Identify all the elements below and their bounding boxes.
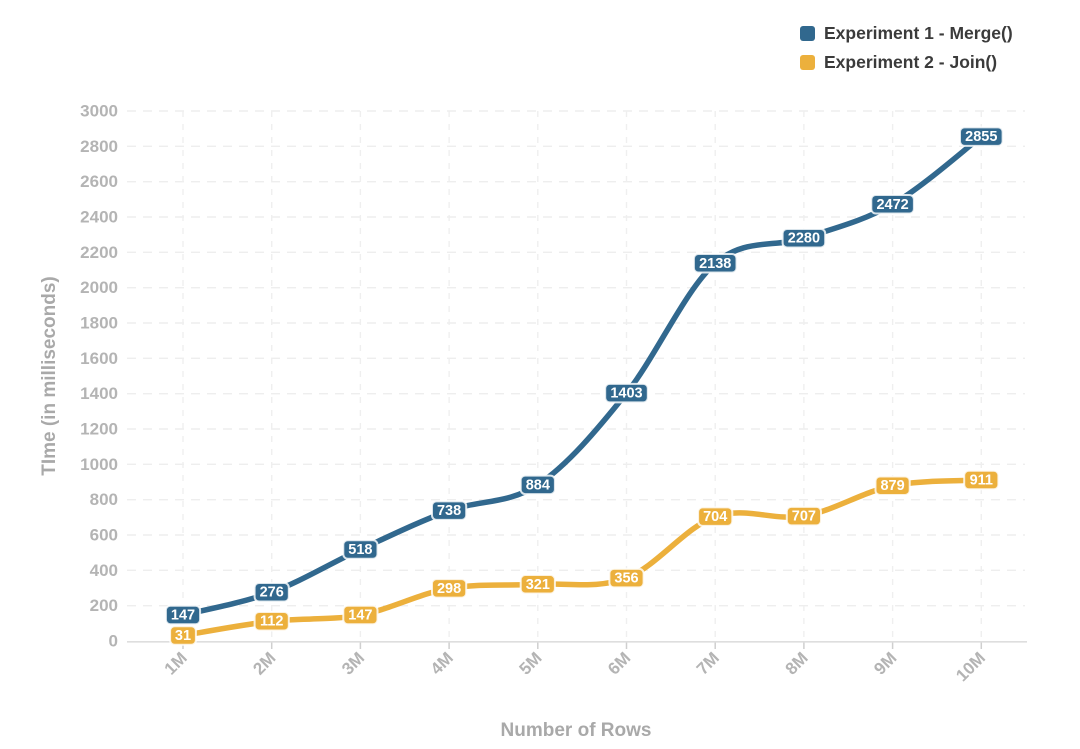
data-label: 2138 [699, 256, 731, 272]
data-label-box [785, 505, 822, 527]
y-tick-label: 400 [90, 561, 118, 580]
x-tick-label: 6M [604, 648, 634, 678]
data-label-box [431, 500, 468, 521]
data-label-box [342, 539, 379, 560]
data-label-box [870, 194, 915, 215]
y-axis-title: TIme (in milliseconds) [39, 276, 60, 476]
data-label-box [519, 474, 556, 496]
data-label: 704 [703, 509, 727, 525]
y-tick-label: 1600 [80, 349, 118, 368]
data-label-box [697, 506, 734, 527]
data-label-box [519, 574, 556, 595]
x-tick-label: 4M [427, 648, 457, 678]
data-label-box [431, 578, 468, 599]
y-tick-label: 1000 [80, 455, 118, 474]
x-tick-label: 9M [870, 648, 900, 678]
x-tick-label: 1M [161, 648, 191, 678]
y-tick-label: 3000 [80, 102, 118, 121]
y-tick-label: 2600 [80, 172, 118, 191]
legend-swatch-merge [800, 26, 815, 41]
data-label: 356 [614, 571, 638, 587]
data-label-box [692, 253, 738, 274]
data-label: 2280 [788, 231, 820, 247]
data-label-box [959, 126, 1004, 147]
data-label: 879 [880, 478, 904, 494]
data-label-box [253, 581, 290, 603]
legend-label-merge: Experiment 1 - Merge() [824, 23, 1013, 43]
data-label: 911 [970, 473, 993, 489]
legend: Experiment 1 - Merge() Experiment 2 - Jo… [800, 23, 1013, 73]
y-tick-label: 1200 [80, 420, 118, 439]
legend-item-experiment-1: Experiment 1 - Merge() [800, 23, 1013, 44]
data-label-box [963, 469, 1000, 491]
y-tick-label: 2200 [80, 243, 118, 262]
y-tick-label: 200 [90, 596, 118, 615]
data-label: 518 [348, 542, 372, 558]
data-label: 738 [437, 503, 461, 519]
data-label: 707 [792, 509, 816, 525]
data-label-box [608, 567, 645, 589]
data-label: 1403 [610, 386, 642, 402]
legend-swatch-join [800, 55, 815, 70]
y-tick-label: 1400 [80, 384, 118, 403]
data-label: 2472 [876, 197, 908, 213]
data-label: 2855 [965, 129, 997, 145]
x-tick-label: 2M [249, 648, 279, 678]
data-label-box [164, 604, 202, 626]
series-line [180, 477, 985, 639]
data-label: 147 [348, 608, 372, 624]
data-label-box [604, 382, 649, 404]
y-tick-label: 2000 [80, 278, 118, 297]
data-label: 147 [171, 608, 195, 624]
x-axis-title: Number of Rows [500, 720, 652, 741]
y-tick-label: 800 [90, 490, 118, 509]
y-tick-label: 2400 [80, 208, 118, 227]
data-label: 31 [175, 628, 191, 644]
data-label: 884 [526, 477, 550, 493]
x-tick-label: 3M [338, 648, 368, 678]
y-tick-label: 0 [109, 632, 118, 651]
data-label-box [874, 475, 911, 496]
data-label-box [342, 604, 379, 626]
data-label: 276 [260, 585, 284, 601]
data-label-box [253, 610, 290, 632]
legend-label-join: Experiment 2 - Join() [824, 52, 998, 72]
x-tick-label: 7M [693, 648, 723, 678]
y-tick-label: 1800 [80, 314, 118, 333]
y-tick-label: 2800 [80, 137, 118, 156]
legend-item-experiment-2: Experiment 2 - Join() [800, 52, 1013, 73]
data-label-box [781, 227, 827, 249]
y-tick-label: 600 [90, 526, 118, 545]
data-label: 112 [260, 614, 283, 630]
x-tick-label: 10M [952, 648, 989, 685]
series-line [180, 133, 985, 618]
x-tick-label: 8M [782, 648, 812, 678]
data-label: 321 [526, 577, 550, 593]
data-label: 298 [437, 581, 461, 597]
data-label-box [169, 625, 197, 646]
x-tick-label: 5M [515, 648, 545, 678]
